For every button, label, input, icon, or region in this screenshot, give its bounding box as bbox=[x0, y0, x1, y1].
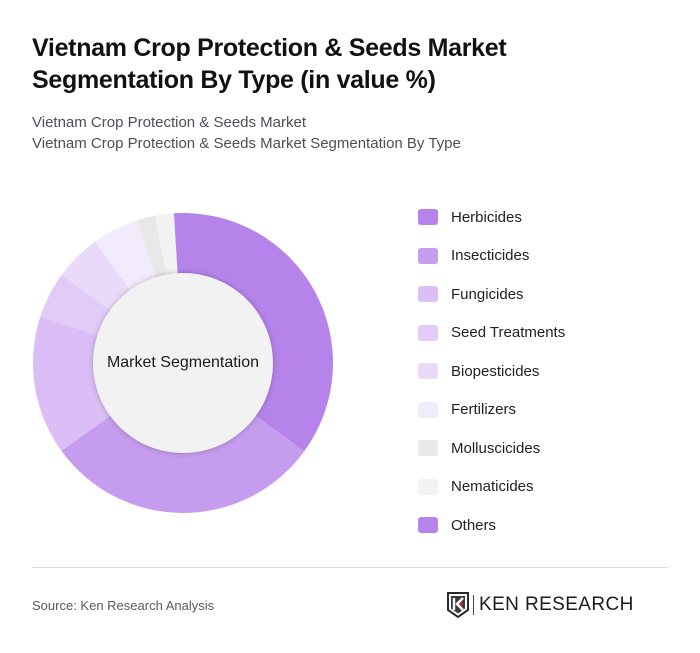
logo-separator bbox=[473, 595, 474, 615]
legend-label: Fungicides bbox=[451, 285, 524, 303]
legend-item-biopesticides[interactable]: Biopesticides bbox=[418, 352, 565, 391]
legend-label: Nematicides bbox=[451, 478, 534, 496]
chart-legend: Herbicides Insecticides Fungicides Seed … bbox=[418, 198, 565, 545]
legend-swatch-icon bbox=[418, 324, 438, 341]
legend-item-insecticides[interactable]: Insecticides bbox=[418, 237, 565, 276]
ken-research-logo-icon bbox=[447, 592, 469, 618]
donut-chart bbox=[32, 212, 334, 514]
legend-swatch-icon bbox=[418, 363, 438, 380]
legend-item-nematicides[interactable]: Nematicides bbox=[418, 468, 565, 507]
page-title: Vietnam Crop Protection & Seeds Market S… bbox=[32, 34, 507, 94]
legend-label: Insecticides bbox=[451, 247, 530, 265]
donut-chart-svg bbox=[32, 212, 334, 514]
legend-swatch-icon bbox=[418, 209, 438, 226]
legend-swatch-icon bbox=[418, 440, 438, 457]
legend-item-others[interactable]: Others bbox=[418, 506, 565, 545]
legend-label: Herbicides bbox=[451, 208, 522, 226]
legend-item-fertilizers[interactable]: Fertilizers bbox=[418, 391, 565, 430]
legend-item-seed-treatments[interactable]: Seed Treatments bbox=[418, 314, 565, 353]
legend-swatch-icon bbox=[418, 401, 438, 418]
logo-text: KEN RESEARCH bbox=[479, 594, 634, 615]
legend-item-herbicides[interactable]: Herbicides bbox=[418, 198, 565, 237]
legend-label: Seed Treatments bbox=[451, 324, 566, 342]
subtitle-segmentation: Vietnam Crop Protection & Seeds Market S… bbox=[32, 135, 461, 152]
legend-label: Biopesticides bbox=[451, 362, 540, 380]
donut-center bbox=[93, 273, 273, 453]
legend-label: Molluscicides bbox=[451, 439, 541, 457]
legend-swatch-icon bbox=[418, 478, 438, 495]
legend-swatch-icon bbox=[418, 286, 438, 303]
source-note: Source: Ken Research Analysis bbox=[32, 598, 215, 613]
subtitle-market: Vietnam Crop Protection & Seeds Market bbox=[32, 114, 307, 131]
legend-swatch-icon bbox=[418, 247, 438, 264]
ken-research-logo: KEN RESEARCH bbox=[447, 592, 634, 618]
footer-divider bbox=[32, 567, 668, 568]
legend-item-fungicides[interactable]: Fungicides bbox=[418, 275, 565, 314]
legend-swatch-icon bbox=[418, 517, 438, 534]
legend-label: Others bbox=[451, 516, 497, 534]
legend-item-molluscicides[interactable]: Molluscicides bbox=[418, 429, 565, 468]
legend-label: Fertilizers bbox=[451, 401, 517, 419]
